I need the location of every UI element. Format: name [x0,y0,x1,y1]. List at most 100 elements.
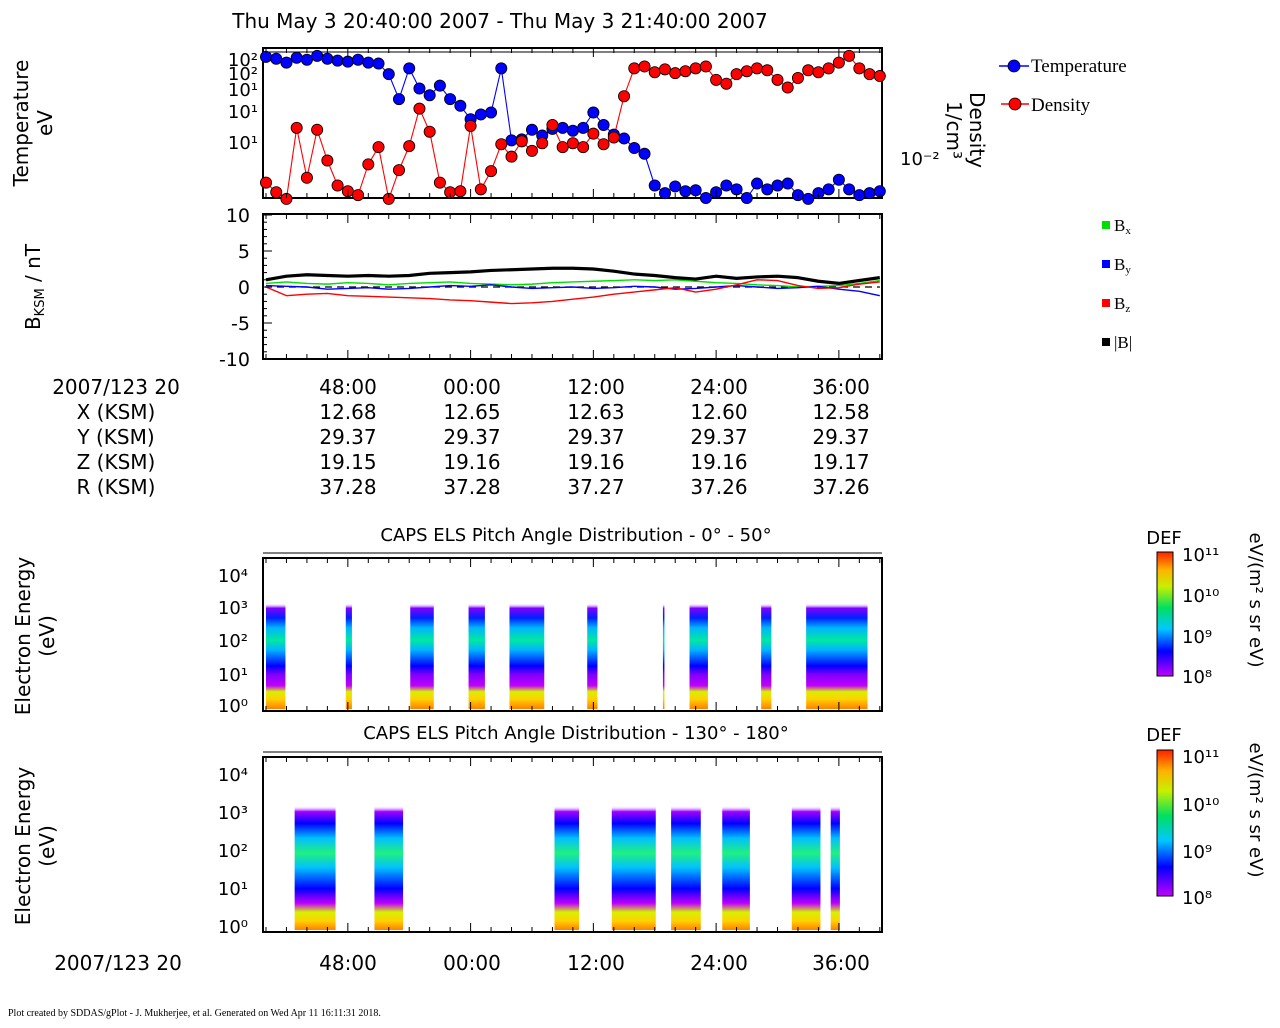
density-marker [648,66,661,79]
spectrogram-block [791,782,821,930]
ephemeris-value: 12.63 [567,400,624,424]
by-legend-swatch [1102,260,1110,268]
time-tick-label: 48:00 [319,375,377,399]
temperature-marker [699,191,712,204]
spectrogram-block [468,586,485,709]
temperature-marker [761,183,774,196]
ephemeris-value: 12.65 [443,400,500,424]
density-ylabel-units: 1/cm³ [942,101,966,159]
time-tick-label: 00:00 [443,951,501,975]
density-marker [730,68,743,81]
density-marker [751,62,764,75]
panel4-title: CAPS ELS Pitch Angle Distribution - 130°… [363,723,789,744]
density-marker [352,189,365,202]
ephemeris-row-label: Z (KSM) [77,450,156,474]
footer-credit: Plot created by SDDAS/gPlot - J. Mukherj… [8,1008,381,1019]
temperature-marker [413,82,426,95]
density-marker [536,137,549,150]
density-marker [658,63,671,76]
temperature-marker [822,183,835,196]
density-marker [812,66,825,79]
temperature-marker [362,56,375,69]
density-marker [710,73,723,86]
ephemeris-row-label: X (KSM) [77,400,156,424]
spectrogram-block [294,782,336,930]
ephemeris-value: 37.27 [567,475,624,499]
ephemeris-row-label: R (KSM) [77,475,156,499]
spectrogram-block [266,586,286,709]
temperature-marker [403,62,416,75]
ephemeris-table: 2007/123 20 48:00 00:00 12:00 24:00 36:0… [52,375,870,499]
spectrogram-block [611,782,656,930]
temperature-marker [802,192,815,205]
density-marker [669,67,682,80]
temperature-marker [832,173,845,186]
temperature-marker [648,179,661,192]
energy-y-tick: 10³ [218,803,248,824]
density-marker [270,186,283,199]
b-y-tick: 5 [238,241,250,263]
ephemeris-value: 29.37 [443,425,500,449]
temperature-density-panel: Temperature eV Density 1/cm³ 10² 10² 10¹… [9,47,1127,205]
density-marker [597,138,610,151]
spectrogram-block [554,782,580,930]
density-marker [525,144,538,157]
density-marker [618,90,631,103]
density-marker [331,179,344,192]
colorbar-1-gradient [1156,551,1174,677]
spectrogram-block [374,782,404,930]
density-marker [392,164,405,177]
ephemeris-value: 19.16 [443,450,500,474]
bz-line [265,279,880,305]
density-marker [781,81,794,94]
panel3-ylabel: Electron Energy [11,557,35,716]
time-axis-start-label: 2007/123 20 [52,375,180,399]
density-marker [822,62,835,75]
temperature-marker [485,106,498,119]
density-marker [873,70,886,83]
colorbar-1: DEF 10¹¹ 10¹⁰ 10⁹ 10⁸ eV/(m² s sr eV) [1146,528,1266,688]
density-y2-tick: 10⁻² [900,149,940,170]
density-marker [300,171,313,184]
temperature-marker [638,147,651,160]
temperature-marker [566,124,579,137]
temperature-marker [495,62,508,75]
colorbar-2-units: eV/(m² s sr eV) [1245,743,1266,878]
time-tick-label: 00:00 [443,375,501,399]
colorbar-1-tick: 10⁹ [1182,627,1212,648]
time-tick-label: 24:00 [690,951,748,975]
colorbar-1-tick: 10⁸ [1182,667,1212,688]
temperature-marker [556,121,569,134]
density-marker [454,185,467,198]
energy-y-tick: 10⁰ [218,696,248,717]
density-marker [853,62,866,75]
magnetic-field-panel: BKSM / nT 10 5 0 -5 -10 Bx By Bz |B| [21,205,1132,371]
density-legend-marker [1008,97,1022,111]
els-pitch-130-180-panel: CAPS ELS Pitch Angle Distribution - 130°… [11,723,1266,938]
density-marker [679,65,692,78]
colorbar-1-tick: 10¹⁰ [1182,586,1219,607]
density-marker [802,64,815,77]
density-marker [505,150,518,163]
density-marker [556,141,569,154]
plot-title: Thu May 3 20:40:00 2007 - Thu May 3 21:4… [231,9,768,33]
density-marker [699,60,712,73]
ephemeris-value: 29.37 [319,425,376,449]
temperature-marker [372,57,385,70]
legend-by: By [1114,255,1131,276]
density-marker [372,141,385,154]
temperature-marker [751,177,764,190]
time-tick-label: 12:00 [567,375,625,399]
density-marker [321,154,334,167]
temperature-marker [577,121,590,134]
temperature-ylabel-units: eV [33,110,57,136]
bottom-time-axis: 2007/123 20 48:00 00:00 12:00 24:00 36:0… [54,951,870,975]
temperature-marker [505,134,518,147]
density-marker [863,68,876,81]
panel1-time-ticks [265,48,881,198]
temperature-marker [331,54,344,67]
temperature-marker [311,49,324,62]
ephemeris-value: 19.15 [319,450,376,474]
density-marker [791,71,804,84]
density-marker [259,176,272,189]
